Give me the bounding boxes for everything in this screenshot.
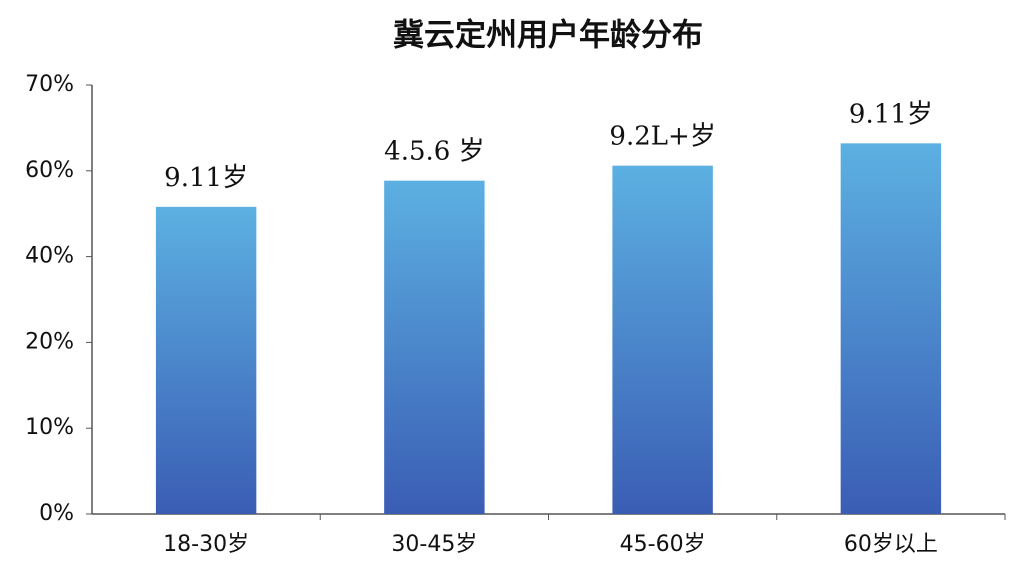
x-tick-label: 60岁以上 — [844, 532, 938, 557]
bar — [840, 143, 942, 514]
chart-title: 冀云定州用户年龄分布 — [393, 18, 703, 54]
y-tick-label: 60% — [25, 158, 74, 183]
y-tick-label: 0% — [39, 501, 74, 526]
x-tick-label: 45-60岁 — [620, 532, 706, 557]
bar — [612, 165, 713, 515]
y-tick-label: 20% — [25, 329, 74, 354]
y-tick-label: 40% — [25, 244, 74, 269]
annotation: 9.11岁 — [164, 163, 248, 193]
bar — [155, 206, 257, 514]
y-tick-label: 10% — [25, 415, 74, 440]
x-tick-label: 18-30岁 — [163, 532, 249, 557]
annotation: 4.5.6 岁 — [384, 137, 484, 167]
annotation: 9.11岁 — [849, 99, 933, 129]
x-tick-label: 30-45岁 — [391, 532, 477, 557]
y-tick-label: 70% — [25, 72, 74, 97]
annotation: 9.2L+岁 — [609, 122, 715, 152]
bar — [384, 180, 485, 515]
